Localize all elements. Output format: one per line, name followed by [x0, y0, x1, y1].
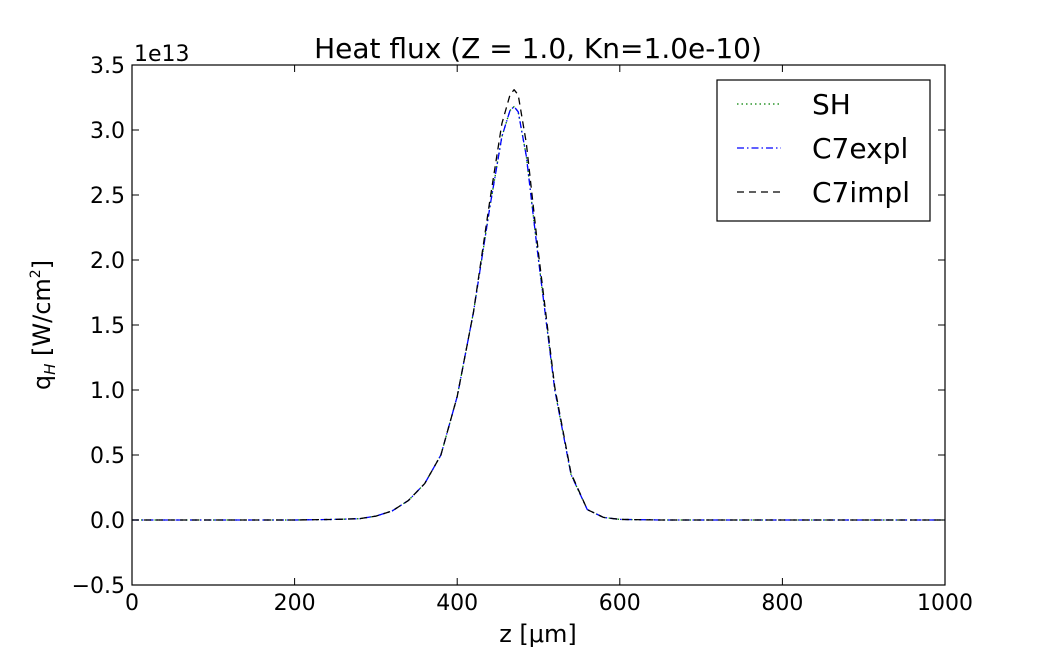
series-line-c7expl: [132, 105, 945, 521]
y-tick-label: 2.5: [90, 184, 125, 209]
y-axis-label-close: ]: [28, 260, 56, 269]
y-tick-label: 3.0: [90, 119, 125, 144]
y-tick-label: 0.0: [90, 509, 125, 534]
legend: SH C7expl C7impl: [716, 79, 931, 222]
x-tick-label: 0: [125, 591, 139, 616]
ticks-layer: 0 200 400 600 800 1000 −0.5 0.0 0.5 1.0 1.5 2.0 2.5 3…: [72, 54, 973, 616]
chart-title: Heat flux (Z = 1.0, Kn=1.0e-10): [314, 32, 762, 65]
y-tick-label: 2.0: [90, 249, 125, 274]
y-tick-label: −0.5: [72, 574, 125, 599]
legend-box: [716, 79, 931, 222]
y-axis-label-sub: H: [41, 364, 59, 375]
x-tick-label: 800: [761, 591, 803, 616]
x-axis-label: z [μm]: [499, 620, 577, 648]
y-offset-label: 1e13: [134, 42, 190, 67]
y-tick-label: 1.0: [90, 379, 125, 404]
x-tick-label: 1000: [917, 591, 973, 616]
x-tick-label: 200: [274, 591, 316, 616]
x-tick-label: 400: [436, 591, 478, 616]
legend-entries: SH C7expl C7impl: [737, 88, 910, 209]
legend-label-c7expl: C7expl: [812, 132, 908, 165]
y-axis-label-unit: [W/cm: [28, 278, 56, 363]
y-axis-label-exp: 2: [28, 269, 44, 278]
series-layer: [132, 89, 945, 521]
legend-label-c7impl: C7impl: [812, 176, 910, 209]
y-tick-label: 3.5: [90, 54, 125, 79]
legend-label-sh: SH: [812, 88, 851, 121]
x-tick-label: 600: [599, 591, 641, 616]
y-axis-label-main: q: [28, 375, 56, 390]
plot-frame: [131, 64, 946, 586]
y-tick-label: 0.5: [90, 444, 125, 469]
y-axis-label: qH [W/cm2]: [28, 260, 59, 390]
y-tick-label: 1.5: [90, 314, 125, 339]
